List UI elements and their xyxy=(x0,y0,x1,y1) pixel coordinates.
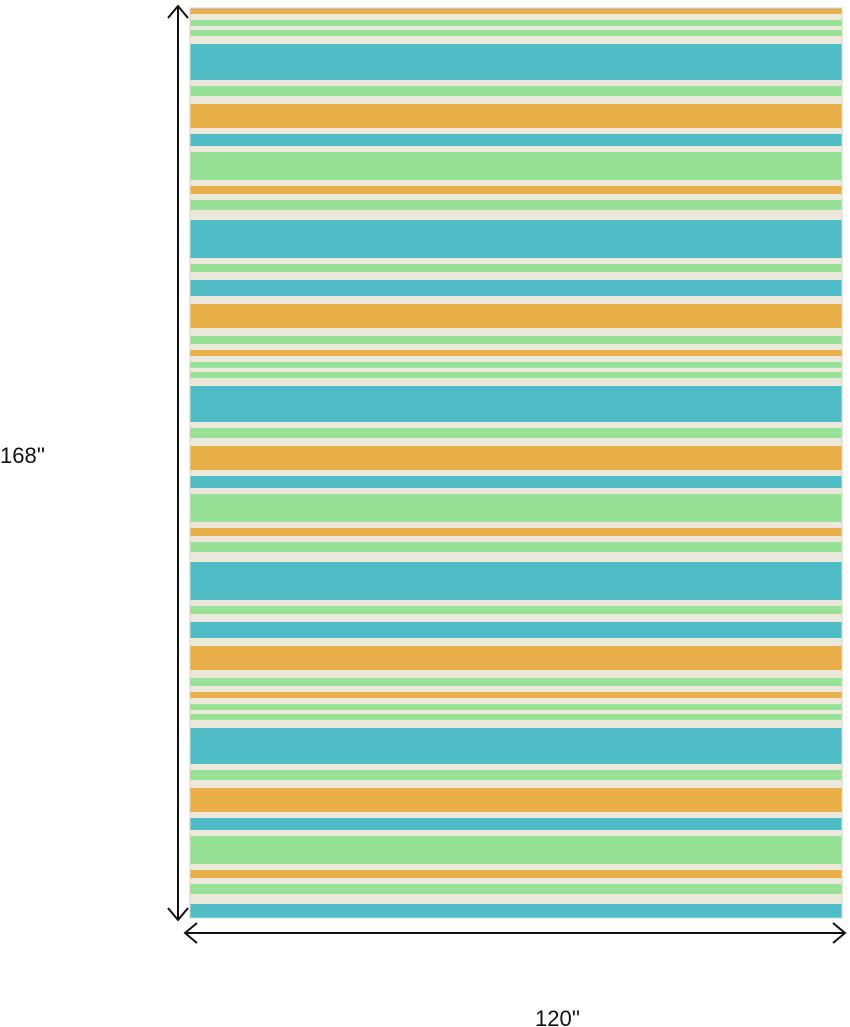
stripe xyxy=(190,350,842,356)
stripe xyxy=(190,386,842,422)
stripe xyxy=(190,770,842,780)
height-label: 168'' xyxy=(0,443,46,468)
stripe xyxy=(190,704,842,710)
height-arrow xyxy=(167,4,189,922)
stripe xyxy=(190,428,842,438)
stripe xyxy=(190,692,842,698)
stripe xyxy=(190,646,842,670)
stripe xyxy=(190,86,842,96)
stripe xyxy=(190,714,842,720)
stripe xyxy=(190,134,842,146)
stripe xyxy=(190,372,842,378)
stripe xyxy=(190,104,842,128)
stripe xyxy=(190,476,842,488)
stripe xyxy=(190,788,842,812)
stripe xyxy=(190,44,842,80)
stripe xyxy=(190,818,842,830)
stripe xyxy=(190,264,842,272)
stripe xyxy=(190,200,842,210)
stripe xyxy=(190,622,842,638)
stripe xyxy=(190,336,842,344)
rug xyxy=(190,8,842,918)
stripe xyxy=(190,20,842,26)
stripe xyxy=(190,678,842,686)
stripe xyxy=(190,606,842,614)
stripe xyxy=(190,836,842,864)
stripe xyxy=(190,152,842,180)
stripe xyxy=(190,362,842,368)
stripe xyxy=(190,304,842,328)
stripe xyxy=(190,494,842,522)
width-label: 120'' xyxy=(535,1006,581,1027)
stripe xyxy=(190,8,842,14)
stripe xyxy=(190,904,842,918)
stripe xyxy=(190,280,842,296)
stripe xyxy=(190,728,842,764)
width-arrow xyxy=(183,922,847,944)
stripe xyxy=(190,186,842,194)
stripe xyxy=(190,562,842,600)
stripe xyxy=(190,30,842,36)
stripe xyxy=(190,870,842,878)
stripe xyxy=(190,884,842,894)
stripe xyxy=(190,446,842,470)
stripe xyxy=(190,220,842,258)
stripe xyxy=(190,528,842,536)
rug-edge xyxy=(189,7,843,919)
stripe xyxy=(190,542,842,552)
